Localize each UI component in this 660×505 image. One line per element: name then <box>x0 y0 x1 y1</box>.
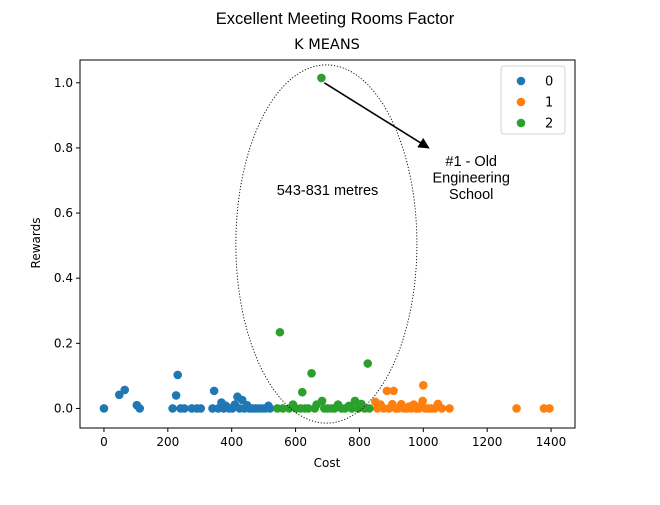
series-1 <box>371 381 554 413</box>
data-point <box>304 404 313 413</box>
data-point <box>512 404 521 413</box>
data-point <box>418 396 427 406</box>
data-point <box>120 385 130 395</box>
axes-frame <box>79 59 576 429</box>
data-point <box>168 404 177 413</box>
x-tick-label: 0 <box>100 435 108 449</box>
data-point <box>307 368 316 378</box>
data-point <box>365 404 374 413</box>
plot-area: 0 200 400 600 800 1000 1200 1400 0.0 0.2 0.4 0.6 0.8… <box>54 59 576 449</box>
legend-marker <box>516 97 526 107</box>
highlight-ellipse <box>235 64 418 424</box>
annotation-line: #1 - Old <box>445 154 497 170</box>
data-point <box>545 404 554 413</box>
x-tick-label: 1200 <box>472 435 503 449</box>
data-point <box>173 370 183 380</box>
x-tick-label: 1400 <box>536 435 567 449</box>
legend-marker <box>516 118 526 128</box>
data-point <box>196 404 206 413</box>
legend-label: 0 <box>545 75 553 90</box>
x-tick-label: 1000 <box>408 435 439 449</box>
legend-frame <box>500 65 566 135</box>
series-2 <box>273 73 374 413</box>
annotation-arrow <box>323 82 430 149</box>
annotation-text: #1 - Old Engineering School <box>433 154 510 203</box>
y-tick-label: 0.2 <box>54 336 73 350</box>
data-point <box>382 386 392 396</box>
x-tick-label: 800 <box>348 435 371 449</box>
x-tick-label: 600 <box>284 435 307 449</box>
data-point <box>180 404 189 413</box>
y-tick-label: 0.6 <box>54 206 73 220</box>
data-point <box>209 386 219 396</box>
annotation-text: 543-831 metres <box>277 183 379 199</box>
legend-label: 1 <box>545 96 553 111</box>
legend: 0 1 2 <box>500 65 566 135</box>
y-axis-label: Rewards <box>29 218 43 269</box>
series-0 <box>99 370 275 413</box>
plot-inner <box>99 73 554 413</box>
data-point <box>275 327 285 337</box>
legend-marker <box>516 76 526 86</box>
data-point <box>99 404 109 413</box>
x-axis-label: Cost <box>314 456 341 470</box>
annotation-line: School <box>449 187 493 203</box>
chart-title: K MEANS <box>294 37 360 53</box>
figure-title: Excellent Meeting Rooms Factor <box>216 10 455 28</box>
data-point <box>317 73 326 83</box>
y-tick-label: 0.0 <box>54 401 73 415</box>
legend-label: 2 <box>545 117 553 132</box>
x-tick-label: 400 <box>220 435 243 449</box>
data-point <box>265 404 275 413</box>
data-point <box>135 404 145 413</box>
data-point <box>437 404 447 413</box>
annotation-line: Engineering <box>433 170 510 186</box>
data-point <box>278 404 288 413</box>
data-point <box>171 391 181 400</box>
data-point <box>445 404 454 413</box>
data-point <box>363 359 373 368</box>
data-point <box>297 387 307 397</box>
y-tick-label: 1.0 <box>54 76 73 90</box>
data-point <box>347 404 357 413</box>
data-point <box>389 386 398 396</box>
data-point <box>317 396 327 406</box>
x-tick-label: 200 <box>156 435 179 449</box>
data-point <box>350 396 360 406</box>
y-tick-label: 0.8 <box>54 141 73 155</box>
y-tick-label: 0.4 <box>54 271 73 285</box>
data-point <box>419 381 428 390</box>
